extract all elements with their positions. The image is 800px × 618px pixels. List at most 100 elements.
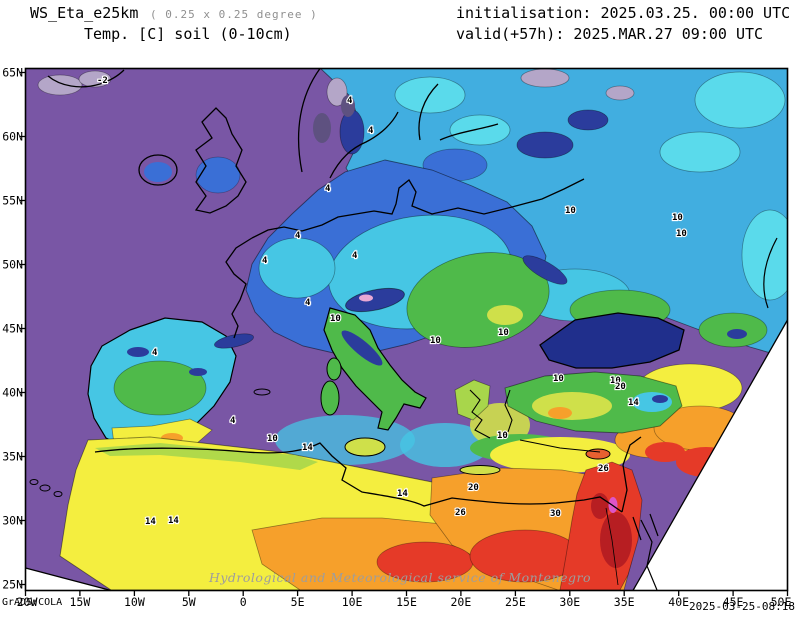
lon-label: 10E [342,595,363,609]
region-iberia-navy [189,368,207,376]
lon-label: 25E [505,595,526,609]
lon-label: 0 [240,595,247,609]
lon-label: 5W [182,595,196,609]
contour-label: 10 [497,431,508,441]
lon-label: 40E [668,595,689,609]
sardinia-island [320,380,340,416]
region-iberia-green [113,360,207,416]
lon-label: 5E [291,595,305,609]
region-cyan-patch [449,114,511,146]
lon-label: 15E [396,595,417,609]
initialisation-label: initialisation: 2025.03.25. 00:00 UTC [456,4,791,22]
contour-label: 10 [676,229,687,239]
region-syria-red [645,442,685,462]
generation-timestamp: 2025-03-25-08:18 [689,600,795,613]
canary-island [39,484,51,492]
region-caucasus-navy [727,329,747,339]
contour-label: 4 [325,184,331,194]
lat-label: 65N [2,66,23,80]
coastline-northsea-baltic [251,178,585,239]
region-alps-pink [359,294,373,302]
valid-time-label: valid(+57h): 2025.MAR.27 09:00 UTC [456,25,764,43]
coastline-aegean [469,389,601,453]
watermark: Hydrological and Meteorological service … [208,570,591,585]
region-cyan-patch [659,131,741,173]
domain-edge-southeast [632,319,789,591]
lat-label: 55N [2,194,23,208]
region-turkey-navy [652,395,668,403]
region-africa-coast-lightgreen [95,443,318,470]
lat-label: 60N [2,130,23,144]
region-alps-navy [345,287,405,313]
lat-label: 40N [2,386,23,400]
contour-label: 10 [330,314,341,324]
contour-label: 14 [145,517,156,527]
contour-label: 14 [397,489,408,499]
region-carpathian-navy [522,255,568,285]
lon-label: 15W [70,595,91,609]
region-balkan-yellowgreen [487,305,523,325]
lon-label: 20W [17,595,38,609]
contour-label: 26 [598,464,609,474]
field-title: Temp. [C] soil (0-10cm) [84,25,292,43]
lon-label: 20E [451,595,472,609]
lat-label: 50N [2,258,23,272]
lon-ticks [24,590,789,596]
region-ionian-teal [400,423,490,467]
region-england-blue [195,156,241,194]
region-ireland-blue [144,162,172,182]
contour-label: 10 [267,434,278,444]
coastline-iceland [47,69,125,88]
canary-island [53,491,63,497]
region-lavender-patch [37,74,83,96]
coastline-britain [194,107,247,214]
contour-label: 20 [615,382,626,392]
contour-label: 4 [152,348,158,358]
lon-label: 50E [771,595,792,609]
contour-label: 10 [672,213,683,223]
region-lavender-patch [520,68,570,88]
region-france-teal [258,237,336,299]
contour-label: 10 [553,374,564,384]
contour-label: 10 [610,376,621,386]
coastline-france-west [225,237,253,339]
region-turkey-yellow [532,392,612,420]
region-apennines-navy [341,330,383,366]
region-navy-patch [567,109,609,131]
region-turkey-orange [548,407,572,419]
contour-label: 10 [430,336,441,346]
contour-label: 20 [468,483,479,493]
contour-label: 10 [498,328,509,338]
contour-label: 26 [455,508,466,518]
lat-ticks [20,71,26,586]
region-cyan-patch [394,76,466,114]
region-navy-patch [339,109,365,155]
contour-label: 4 [262,256,268,266]
region-levant-darkred [600,512,632,568]
domain-edge-southwest [25,567,112,592]
crete-island [459,465,501,475]
sicily-island [344,437,386,457]
contour-label: 14 [168,516,179,526]
contour-label: -2 [97,76,108,86]
model-title: WS_Eta_e25km [30,4,139,22]
coastline-caspian [763,237,778,309]
lon-label: 30E [559,595,580,609]
lon-label: 45E [723,595,744,609]
coastline-scandinavia [297,68,499,179]
region-cyan-patch [741,209,788,301]
contour-label: 4 [368,126,374,136]
contour-label: 14 [628,398,639,408]
coastline-ireland [138,154,178,186]
region-navy-patch [516,131,574,159]
lat-label: 30N [2,514,23,528]
region-iberia-navy [127,347,149,357]
contour-label: 4 [295,231,301,241]
contour-label: 4 [352,251,358,261]
lat-label: 45N [2,322,23,336]
contour-label: 4 [305,298,311,308]
contour-label: 14 [302,443,313,453]
black-sea [539,312,685,369]
